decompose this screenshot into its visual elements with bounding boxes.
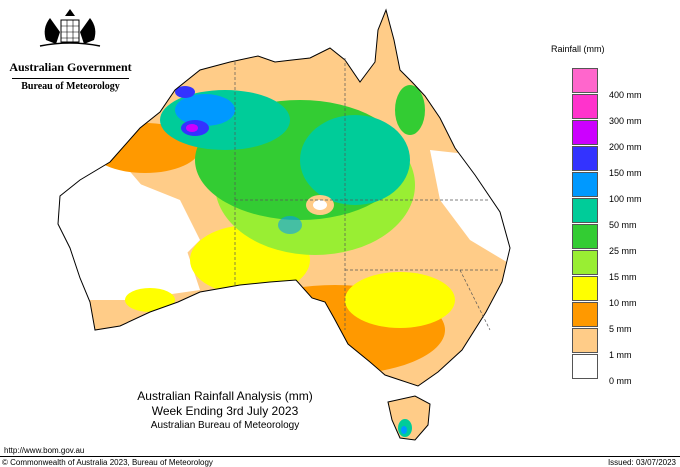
legend-swatch (572, 68, 598, 93)
legend-swatch-200 (572, 146, 598, 171)
legend-swatch-100 (572, 198, 598, 223)
legend-swatch-150 (572, 172, 598, 197)
legend-label-150: 150 mm (609, 168, 642, 178)
map-source: Australian Bureau of Meteorology (150, 420, 300, 431)
issued-date: Issued: 03/07/2023 (607, 458, 676, 467)
government-name: Australian Government (9, 60, 132, 74)
coat-of-arms-icon (39, 9, 101, 47)
legend-swatch-10 (572, 302, 598, 327)
legend-label-5: 5 mm (609, 324, 632, 334)
map-title: Australian Rainfall Analysis (mm) (137, 389, 313, 403)
mainland-coastline (57, 8, 511, 387)
legend-label-300: 300 mm (609, 116, 642, 126)
copyright-notice: © Commonwealth of Australia 2023, Bureau… (2, 458, 213, 467)
legend-label-400: 400 mm (609, 90, 642, 100)
legend-title: Rainfall (mm) (551, 44, 605, 54)
legend-swatch-5 (572, 328, 598, 353)
website-link[interactable]: http://www.bom.gov.au (4, 446, 85, 455)
legend-label-200: 200 mm (609, 142, 642, 152)
legend-swatch-300 (572, 120, 598, 145)
legend-swatch-25 (572, 250, 598, 275)
legend-label-25: 25 mm (609, 246, 637, 256)
legend-swatch-50 (572, 224, 598, 249)
legend-label-10: 10 mm (609, 298, 637, 308)
legend-label-15: 15 mm (609, 272, 637, 282)
legend-swatch-15 (572, 276, 598, 301)
legend-swatch-400 (572, 94, 598, 119)
legend-swatch-1 (572, 354, 598, 379)
state-borders (234, 58, 500, 331)
legend-label-100: 100 mm (609, 194, 642, 204)
legend-label-0: 0 mm (609, 376, 632, 386)
legend-label-1: 1 mm (609, 350, 632, 360)
map-period: Week Ending 3rd July 2023 (151, 404, 299, 418)
logo-block: Australian Government Bureau of Meteorol… (8, 10, 133, 92)
bureau-name: Bureau of Meteorology (21, 81, 120, 92)
legend-label-50: 50 mm (609, 220, 637, 230)
map-title-block: Australian Rainfall Analysis (mm) Week E… (100, 389, 350, 432)
